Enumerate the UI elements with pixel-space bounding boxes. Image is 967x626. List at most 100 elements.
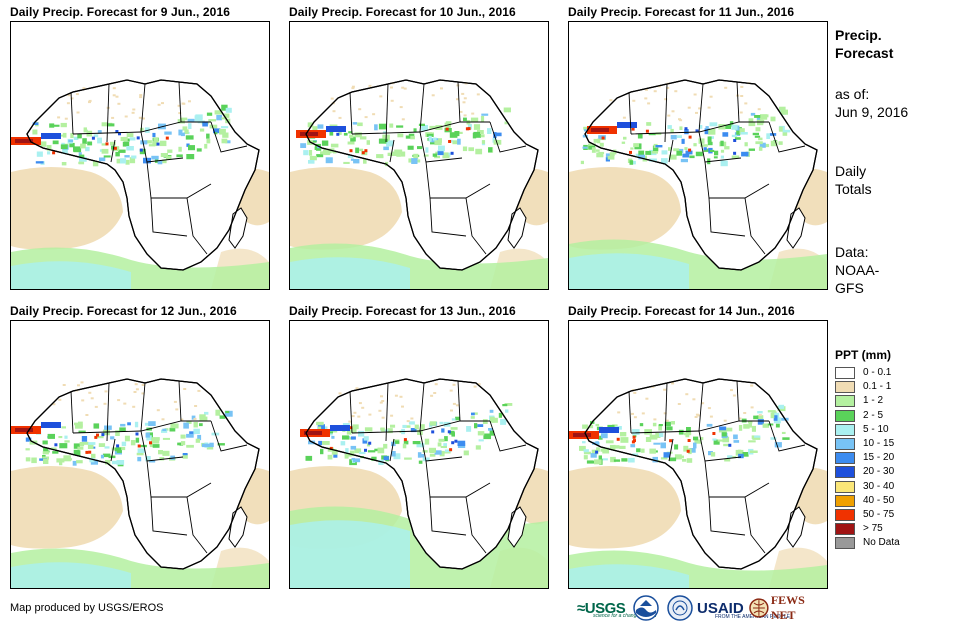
country-border [140, 83, 146, 133]
map-credit: Map produced by USGS/EROS [10, 602, 164, 614]
dry-speck [380, 395, 383, 398]
dry-speck [431, 94, 435, 97]
rain-cell [475, 148, 483, 155]
rain-cell [655, 432, 661, 438]
dry-speck [730, 389, 733, 392]
dry-speck [161, 102, 164, 105]
heavy-rain-cell [116, 444, 120, 448]
rain-cell [599, 142, 604, 147]
rain-cell [712, 438, 717, 441]
rain-cell [115, 151, 120, 157]
dry-speck [85, 414, 89, 416]
heavy-rain-cell [733, 151, 737, 155]
dry-speck [351, 85, 355, 88]
country-border [489, 121, 527, 153]
rain-cell [605, 440, 614, 444]
dry-speck [463, 97, 467, 100]
dry-speck [115, 95, 119, 98]
country-border [768, 420, 806, 452]
forecast-map-3 [568, 21, 828, 290]
africa-outline [584, 79, 818, 271]
rain-cell [748, 440, 756, 443]
rain-cell [61, 426, 66, 429]
rain-cell [724, 124, 731, 129]
rain-cell [695, 151, 703, 157]
dry-speck [461, 92, 465, 95]
dry-speck [357, 415, 361, 418]
rain-cell [668, 147, 672, 151]
rain-cell [582, 441, 586, 444]
data-source-line2: GFS [835, 280, 864, 296]
country-border [664, 382, 668, 442]
rain-cell [724, 146, 730, 150]
rain-cell [52, 451, 59, 454]
rain-cell [101, 148, 109, 154]
country-border [425, 460, 491, 498]
country-border [186, 197, 208, 255]
dry-speck [647, 102, 651, 105]
country-border [630, 121, 769, 135]
rain-cell [652, 422, 657, 427]
rain-cell [397, 133, 404, 138]
rain-cell [666, 426, 673, 431]
rain-cell [680, 158, 688, 163]
rain-cell [209, 442, 214, 448]
rain-cell [111, 145, 115, 150]
rain-cell [682, 459, 687, 462]
rain-cell [174, 423, 179, 429]
fews-net-logo: FEWS NET [749, 593, 832, 622]
rain-cell [99, 157, 106, 162]
rain-cell [655, 132, 662, 135]
rain-cell [330, 143, 339, 148]
rain-cell [321, 140, 329, 146]
rain-cell [221, 138, 228, 144]
rain-cell [754, 435, 761, 438]
rain-cell [193, 422, 198, 428]
rain-cell [345, 448, 349, 454]
rain-cell [483, 433, 491, 440]
dry-speck [455, 404, 459, 407]
rain-cell [58, 436, 63, 439]
rain-cell [742, 452, 749, 457]
dry-speck [399, 395, 403, 398]
rain-cell [598, 435, 603, 440]
rain-cell [186, 154, 195, 160]
dry-speck [667, 114, 671, 117]
rain-cell [596, 447, 600, 452]
country-border [186, 496, 208, 554]
rain-cell [185, 135, 194, 140]
country-border [708, 496, 746, 536]
rain-cell [670, 128, 674, 133]
rain-cell [316, 421, 324, 426]
rain-cell [466, 426, 472, 432]
dry-speck [135, 388, 139, 391]
rain-cell [47, 433, 55, 439]
rain-cell [444, 451, 451, 454]
rain-cell [495, 132, 502, 137]
rain-cell [43, 458, 49, 464]
rain-cell [123, 136, 128, 142]
country-border [628, 390, 632, 434]
rain-cell [660, 457, 668, 460]
dry-speck [180, 418, 184, 421]
heavy-rain-cell [54, 443, 58, 447]
dry-speck [81, 399, 85, 402]
rain-cell [225, 107, 232, 113]
rain-cell [740, 132, 748, 135]
dry-speck [134, 383, 138, 386]
rain-cell [300, 143, 307, 148]
rain-cell [741, 418, 747, 423]
rain-cell [762, 423, 769, 428]
rain-cell [432, 153, 438, 157]
rain-cell [480, 134, 485, 138]
rain-cell [719, 426, 727, 432]
rain-cell [741, 151, 749, 157]
rain-cell [64, 440, 70, 443]
rain-cell [588, 143, 596, 146]
rain-cell [438, 145, 445, 152]
rain-cell [70, 133, 74, 138]
rain-cell [421, 125, 428, 131]
rain-cell [377, 447, 385, 454]
rain-cell [422, 457, 430, 462]
rain-cell [723, 443, 732, 447]
